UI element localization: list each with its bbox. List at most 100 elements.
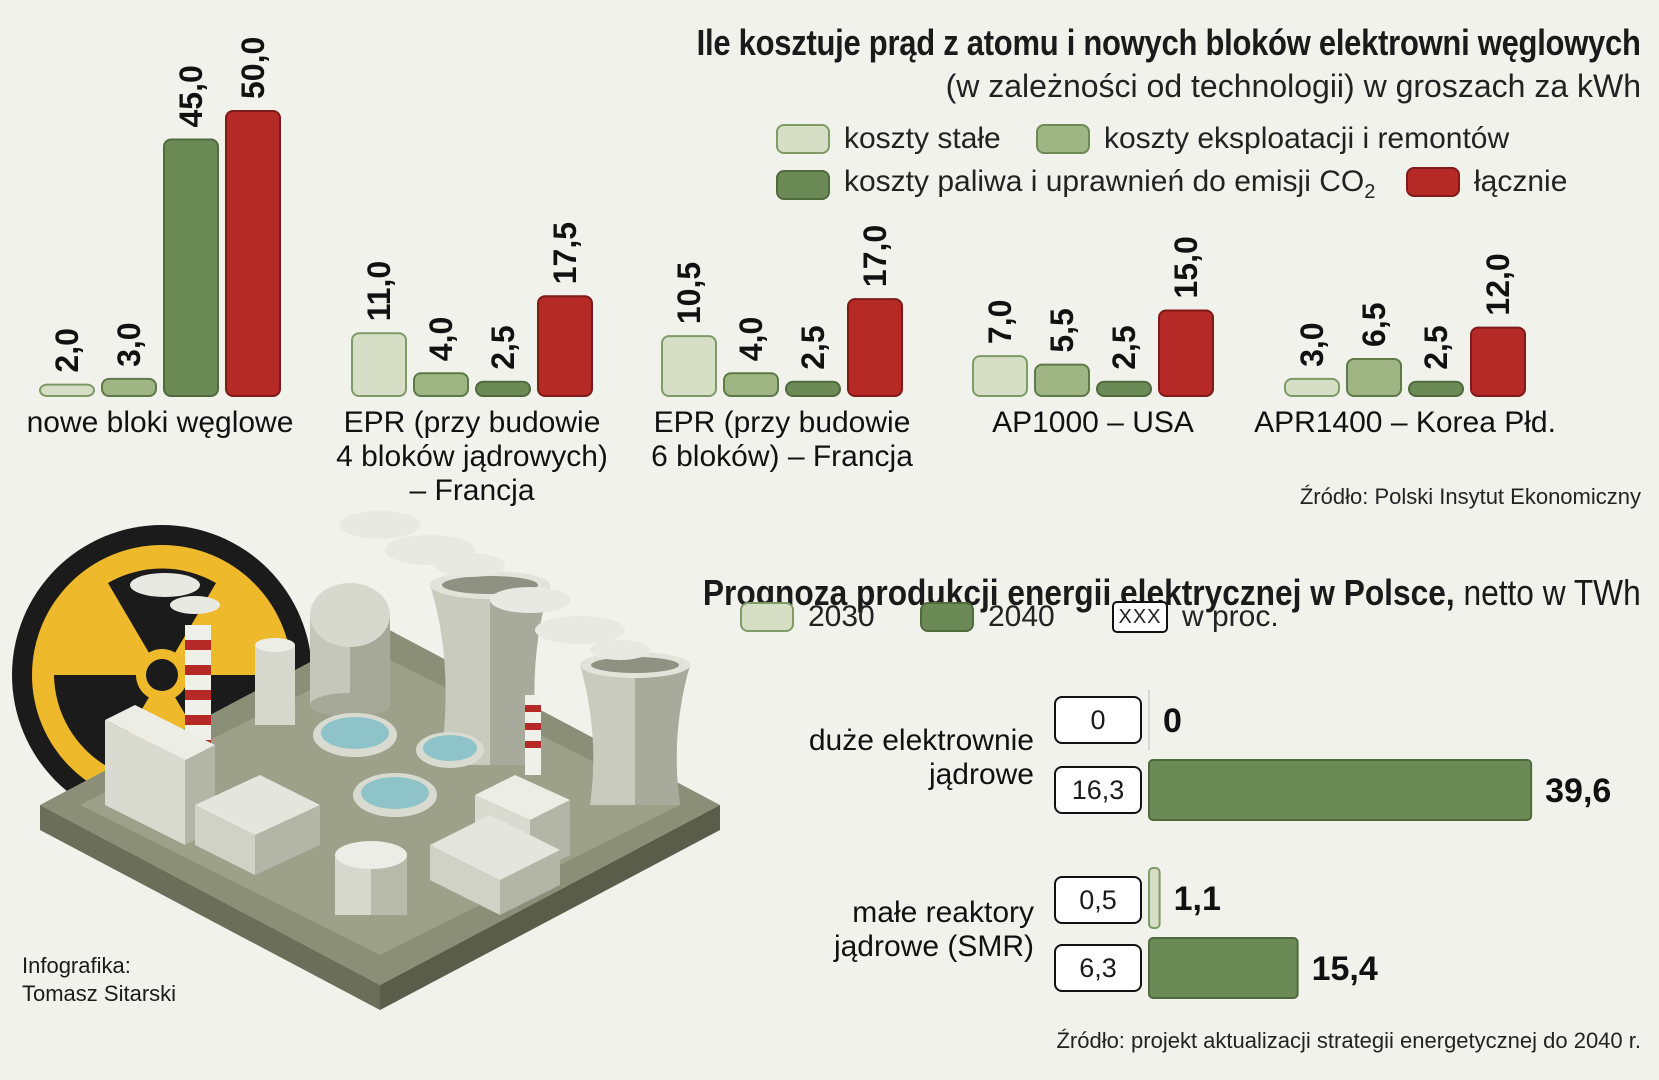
bar — [39, 383, 95, 398]
legend-2040: 2040 — [920, 600, 1055, 634]
bar — [1096, 380, 1152, 397]
chart1-source: Źródło: Polski Insytut Ekonomiczny — [1299, 484, 1641, 509]
legend-swatch — [740, 602, 794, 632]
bar-value-label: 2,5 — [795, 325, 831, 369]
bar-value-label: 6,5 — [1356, 302, 1392, 346]
reactor-dome — [310, 583, 390, 717]
bar — [723, 372, 779, 398]
hbar-value-label: 15,4 — [1312, 950, 1378, 988]
legend-operating-costs: koszty eksploatacji i remontów — [1036, 122, 1509, 156]
water-pool — [313, 713, 484, 817]
bar-value-label: 7,0 — [982, 300, 1018, 344]
percent-box: 6,3 — [1054, 944, 1142, 992]
category-label: EPR (przy budowie 6 bloków) – Francja — [622, 406, 942, 474]
percent-box: 0,5 — [1054, 876, 1142, 924]
row-label-line: duże elektrownie — [808, 724, 1034, 757]
bar-value-label: 11,0 — [361, 261, 397, 322]
bar — [661, 335, 717, 397]
hbar-value-label: 39,6 — [1545, 772, 1611, 810]
bar-value-label: 5,5 — [1044, 308, 1080, 352]
bar-value-label: 15,0 — [1168, 236, 1204, 298]
bar-value-label: 4,0 — [423, 317, 459, 361]
credit-line: Infografika: — [22, 953, 131, 978]
legend-percent: XXX w proc. — [1112, 600, 1279, 634]
row-label-smr: małe reaktory jądrowe (SMR) — [834, 896, 1034, 964]
category-label: APR1400 – Korea Płd. — [1245, 406, 1565, 440]
legend-label: 2040 — [988, 600, 1055, 633]
hbar — [1148, 867, 1161, 929]
bar — [1158, 309, 1214, 397]
percent-box: 0 — [1054, 696, 1142, 744]
nuclear-plant-illustration — [12, 511, 720, 1010]
bar — [972, 355, 1028, 398]
legend-label: koszty paliwa i uprawnień do emisji CO2 — [844, 165, 1376, 203]
bar-value-label: 3,0 — [1294, 322, 1330, 366]
category-label-line: AP1000 – USA — [992, 406, 1194, 439]
legend-percent-box: XXX — [1112, 601, 1168, 633]
bar-value-label: 2,5 — [1106, 325, 1142, 369]
bar-value-label: 2,5 — [485, 325, 521, 369]
row-label-line: jądrowe (SMR) — [833, 930, 1034, 963]
bar — [351, 332, 407, 397]
bar — [101, 377, 157, 397]
bar-value-label: 17,0 — [857, 225, 893, 287]
bar — [1470, 326, 1526, 398]
category-label-line: 4 bloków jądrowych) — [336, 440, 608, 473]
row-label-line: jądrowe — [928, 758, 1034, 791]
legend-fuel-costs: koszty paliwa i uprawnień do emisji CO2 — [776, 165, 1375, 204]
bar — [413, 372, 469, 398]
category-label-line: 6 bloków) – Francja — [651, 440, 913, 473]
legend-swatch — [776, 124, 830, 154]
office-building — [105, 705, 320, 875]
row-label-large-plants: duże elektrownie jądrowe — [809, 724, 1034, 792]
category-label: AP1000 – USA — [933, 406, 1253, 440]
hbar-value-label: 0 — [1163, 702, 1182, 740]
office-building — [430, 775, 570, 915]
bar-value-label: 3,0 — [111, 322, 147, 366]
storage-tank — [255, 638, 295, 725]
hbar — [1148, 759, 1533, 821]
category-label: EPR (przy budowie 4 bloków jądrowych) – Fr… — [312, 406, 632, 508]
bar-value-label: 50,0 — [235, 37, 271, 99]
category-label-line: EPR (przy budowie — [653, 406, 911, 439]
legend-label: 2030 — [808, 600, 875, 633]
chimney — [525, 695, 541, 775]
bar-value-label: 2,0 — [49, 328, 85, 372]
legend-label: koszty stałe — [844, 122, 1001, 155]
credit: Infografika: Tomasz Sitarski — [22, 952, 176, 1008]
legend-swatch — [1036, 124, 1090, 154]
chart1-title: Ile kosztuje prąd z atomu i nowych blokó… — [697, 22, 1641, 63]
hbar — [1148, 937, 1299, 999]
steam-cloud — [130, 511, 650, 660]
legend-label: łącznie — [1474, 165, 1568, 198]
bar-value-label: 2,5 — [1418, 325, 1454, 369]
bar — [1408, 380, 1464, 397]
cooling-tower — [580, 652, 690, 805]
chart1-subtitle: (w zależności od technologii) w groszach… — [945, 68, 1641, 104]
row-label-line: małe reaktory — [852, 896, 1034, 929]
category-label-line: nowe bloki węglowe — [26, 406, 294, 439]
legend-swatch — [776, 169, 830, 200]
bar — [1346, 357, 1402, 398]
credit-author: Tomasz Sitarski — [22, 981, 177, 1006]
legend-label: w proc. — [1182, 600, 1279, 633]
bar — [163, 138, 219, 397]
legend-fixed-costs: koszty stałe — [776, 122, 1001, 156]
chart2-title-unit: netto w TWh — [1463, 572, 1641, 613]
bar — [225, 110, 281, 397]
bar-value-label: 45,0 — [173, 65, 209, 127]
bar — [475, 380, 531, 397]
bar-value-label: 17,5 — [547, 222, 583, 284]
bar — [1284, 377, 1340, 397]
legend-total: łącznie — [1406, 165, 1567, 199]
category-label-line: EPR (przy budowie — [343, 406, 601, 439]
storage-tank — [335, 841, 407, 915]
legend-swatch — [920, 602, 974, 632]
co2-subscript: 2 — [1364, 181, 1376, 203]
chart2-title-bold: Prognoza produkcji energii elektrycznej … — [703, 572, 1455, 613]
bar — [1034, 363, 1090, 397]
cost-bar-chart: 2,0 11,0 10,5 7,0 3,0 3,0 4,0 4,0 5,5 6,5 45,0 2,5 2… — [39, 37, 1526, 398]
hbar-value-label: 1,1 — [1174, 880, 1221, 918]
bar — [785, 380, 841, 397]
